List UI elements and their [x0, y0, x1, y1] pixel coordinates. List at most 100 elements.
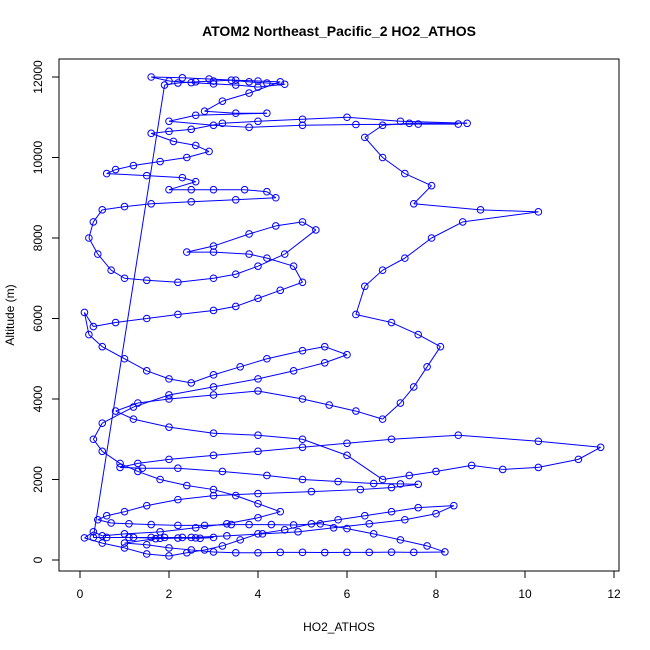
series-segment — [88, 237, 99, 255]
x-tick-label: 12 — [607, 587, 621, 601]
data-point — [401, 254, 409, 262]
data-point — [298, 475, 307, 484]
series-segment — [462, 211, 539, 223]
data-point — [334, 515, 342, 524]
series-segment — [266, 191, 277, 199]
data-point — [298, 121, 307, 130]
series-segment — [110, 269, 125, 279]
series-segment — [382, 402, 401, 420]
series-segment — [168, 181, 196, 191]
series-segment — [168, 394, 214, 400]
series-segment — [329, 404, 357, 412]
series-segment — [346, 528, 374, 535]
data-point — [254, 262, 262, 270]
series-segment — [257, 503, 281, 513]
series-segment — [168, 114, 196, 122]
series-segment — [355, 313, 392, 324]
series-segment — [480, 209, 539, 213]
data-point — [98, 342, 107, 351]
series-segment — [266, 257, 294, 267]
data-point — [227, 76, 236, 85]
series-segment — [92, 422, 103, 440]
data-point — [356, 485, 365, 494]
data-point — [254, 447, 262, 456]
data-point — [200, 107, 209, 116]
data-point — [534, 208, 543, 216]
data-point — [298, 278, 307, 287]
data-point — [378, 266, 387, 275]
data-point — [134, 467, 142, 476]
data-point — [596, 443, 605, 452]
series-segment — [391, 322, 419, 336]
data-point — [209, 429, 218, 438]
data-point — [361, 282, 369, 291]
data-point — [254, 294, 262, 303]
series-segment — [213, 493, 259, 497]
data-point — [129, 161, 138, 170]
data-point — [129, 415, 138, 423]
series-segment — [435, 464, 472, 472]
data-point — [276, 548, 285, 557]
x-axis-label: HO2_ATHOS — [303, 620, 375, 634]
series-segment — [249, 124, 303, 128]
data-point — [405, 119, 414, 128]
data-point — [236, 536, 244, 544]
data-point — [298, 548, 307, 557]
data-point — [361, 133, 369, 142]
series-segment — [177, 309, 214, 315]
series-segment — [324, 346, 348, 356]
data-point — [387, 483, 396, 492]
series-segment — [222, 470, 267, 476]
series-segment — [168, 386, 214, 396]
series-segment — [191, 374, 214, 384]
series-segment — [92, 84, 166, 538]
series-segment — [97, 515, 107, 521]
data-point — [191, 111, 200, 120]
data-point — [218, 467, 227, 476]
series-segment — [115, 318, 147, 324]
data-point — [263, 109, 271, 118]
series-segment — [302, 116, 348, 120]
series-segment — [284, 229, 317, 255]
series-segment — [311, 519, 339, 525]
series-segment — [209, 78, 236, 81]
data-point — [80, 308, 89, 317]
series-segment — [92, 438, 103, 452]
series-segment — [235, 495, 259, 505]
data-point — [378, 153, 387, 162]
data-point — [352, 120, 360, 129]
data-point — [80, 534, 89, 542]
series-segment — [257, 370, 294, 380]
series-segment — [302, 442, 348, 448]
data-point — [476, 206, 485, 214]
series-segment — [391, 434, 459, 440]
series-segment — [302, 221, 317, 231]
series-segment — [213, 432, 259, 436]
data-point — [147, 520, 155, 529]
series-segment — [360, 487, 392, 491]
x-tick-label: 2 — [166, 587, 173, 601]
data-point — [102, 169, 111, 178]
series-segment — [391, 507, 419, 513]
data-point — [245, 230, 253, 238]
data-point — [89, 533, 98, 542]
data-point — [574, 455, 583, 464]
data-point — [436, 342, 445, 351]
series-segment — [431, 221, 463, 239]
data-point — [98, 206, 107, 214]
data-point — [467, 461, 476, 470]
series-segment — [257, 289, 281, 299]
series-segment — [133, 394, 170, 408]
data-point — [120, 507, 129, 516]
series-segment — [302, 479, 339, 483]
series-segment — [191, 199, 236, 203]
series-segment — [418, 505, 454, 509]
series-segment — [213, 124, 250, 128]
data-point — [174, 534, 182, 542]
data-point — [378, 475, 387, 484]
series-segment — [235, 297, 259, 307]
data-point — [160, 81, 169, 89]
data-point — [289, 367, 298, 375]
data-point — [289, 262, 298, 270]
